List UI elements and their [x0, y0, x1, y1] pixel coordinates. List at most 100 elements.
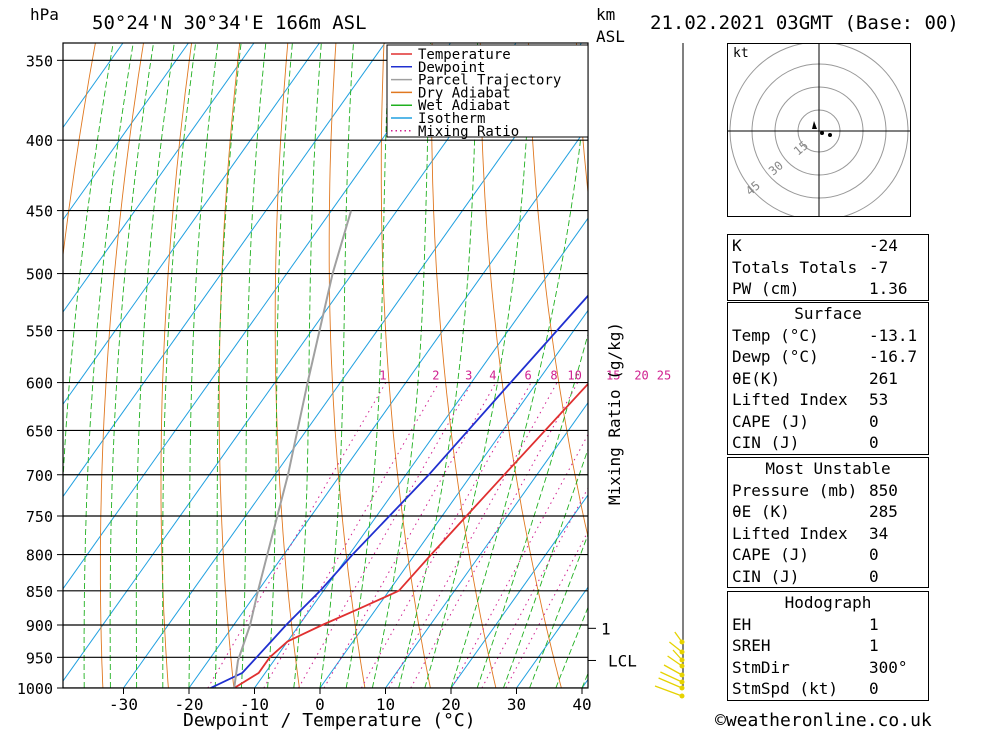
isotherm-line — [385, 401, 588, 688]
mixing-ratio-label: 4 — [489, 369, 496, 383]
series-dewpoint — [210, 294, 588, 688]
isotherm-line — [319, 309, 588, 688]
hodo-point — [828, 133, 832, 137]
surface-thetae: θE(K) 261 — [732, 368, 898, 388]
mixing-ratio-label: 8 — [550, 369, 557, 383]
indices-most-unstable: Most Unstable Pressure (mb) 850 θE (K) 285… — [727, 457, 929, 588]
hodo-sreh: SREH 1 — [732, 636, 879, 655]
mu-pressure: Pressure (mb) 850 — [732, 480, 898, 500]
pressure-tick-label: 400 — [26, 132, 53, 150]
mu-lifted: Lifted Index 34 — [732, 523, 889, 543]
indices-surface: Surface Temp (°C) -13.1 Dewp (°C) -16.7 θE… — [727, 302, 929, 455]
pressure-tick-label: 650 — [26, 422, 53, 440]
mixing-ratio-label: 6 — [524, 369, 531, 383]
wind-barb-dot — [679, 649, 685, 655]
pressure-tick-label: 600 — [26, 375, 53, 393]
hodo-point — [820, 131, 824, 135]
pressure-tick-label: 850 — [26, 583, 53, 601]
copyright: ©weatheronline.co.uk — [715, 710, 932, 731]
legend-box — [386, 44, 589, 138]
km-label: km — [596, 5, 616, 24]
index-pw: PW (cm) 1.36 — [732, 279, 908, 298]
pressure-tick-label: 950 — [26, 649, 53, 667]
temp-tick-label: 10 — [376, 695, 395, 714]
mixing-ratio-axis-title: Mixing Ratio (g/kg) — [605, 321, 624, 505]
mu-thetae: θE (K) 285 — [732, 502, 898, 521]
pressure-tick-label: 350 — [26, 52, 53, 70]
pressure-tick-label: 900 — [26, 617, 53, 635]
legend-label: Temperature — [418, 47, 511, 63]
index-totals: Totals Totals -7 — [732, 257, 889, 277]
isotherm-line — [188, 125, 588, 688]
wind-barb-dot — [679, 657, 685, 663]
profile-lines — [210, 210, 588, 688]
isotherm-line — [254, 217, 588, 688]
wind-barbs — [654, 631, 685, 699]
background-lines — [63, 43, 1000, 688]
wind-barb-dot — [679, 685, 685, 691]
mixing-ratio-label: 10 — [567, 369, 581, 383]
surface-lifted: Lifted Index 53 — [732, 390, 889, 409]
mixing-ratio-label: 3 — [465, 369, 472, 383]
mixing-ratio-line — [451, 433, 588, 688]
wind-barb — [663, 664, 683, 676]
indices-hodograph: Hodograph EH 1 SREH 1 StmDir 300° StmSpd (k… — [727, 591, 929, 701]
mixing-ratio-line — [505, 530, 588, 688]
wind-barb — [658, 677, 683, 689]
temp-tick-label: -20 — [175, 695, 204, 714]
hodo-stmdir: StmDir 300° — [732, 657, 908, 677]
dry-adiabat-line — [961, 43, 1000, 688]
x-axis-title: Dewpoint / Temperature (°C) — [183, 710, 476, 731]
pressure-tick-label: 800 — [26, 547, 53, 565]
surface-temp: Temp (°C) -13.1 — [732, 325, 918, 345]
hodograph: kt 15 30 45 — [727, 41, 911, 221]
wet-adiabat-line — [555, 606, 588, 688]
hodograph-unit: kt — [733, 46, 749, 61]
mu-title: Most Unstable — [765, 459, 891, 478]
legend-label: Wet Adiabat — [418, 98, 511, 114]
mixing-ratio-line — [410, 382, 579, 688]
pressure-tick-label: 550 — [26, 323, 53, 341]
mixing-ratio-label: 1 — [379, 369, 386, 383]
hodo-stmspd: StmSpd (kt) 0 — [732, 679, 879, 698]
mixing-ratio-line — [207, 382, 387, 688]
wind-barb — [668, 641, 683, 653]
pressure-tick-label: 500 — [26, 266, 53, 284]
legend-label: Dewpoint — [418, 60, 485, 76]
hpa-label: hPa — [30, 5, 59, 24]
asl-label: ASL — [596, 27, 625, 46]
hodo-storm-marker — [812, 121, 817, 129]
hodo-ring-label-15: 15 — [791, 138, 811, 158]
legend-label: Parcel Trajectory — [418, 73, 561, 89]
pressure-tick-label: 450 — [26, 203, 53, 221]
mixing-ratio-line — [263, 382, 440, 688]
wind-barb-dot — [679, 672, 685, 678]
temp-tick-label: -30 — [109, 695, 138, 714]
wind-barb — [654, 685, 683, 697]
index-k: K -24 — [732, 236, 898, 255]
pressure-tick-label: 750 — [26, 508, 53, 526]
isotherm-line — [63, 43, 386, 498]
temp-tick-label: -10 — [240, 695, 269, 714]
dry-adiabat-line — [576, 43, 588, 197]
wind-barb — [660, 671, 683, 683]
hodograph-plot: 15 30 45 — [728, 41, 910, 221]
plot-frame — [62, 42, 589, 689]
surface-dewp: Dewp (°C) -16.7 — [732, 347, 918, 366]
hodo-title: Hodograph — [784, 593, 872, 612]
isotherm-line — [63, 43, 255, 313]
isotherm-line — [63, 43, 517, 682]
wet-adiabat-line — [398, 43, 478, 688]
wet-adiabat-line — [450, 60, 588, 688]
wind-barb-dot — [679, 663, 685, 669]
legend-label: Isotherm — [418, 111, 485, 127]
pressure-tick-label: 1000 — [17, 680, 53, 698]
pressure-tick-label: 700 — [26, 467, 53, 485]
km-tick-label: 1 — [601, 619, 611, 638]
wind-barb-dot — [679, 639, 685, 645]
wet-adiabat-line — [529, 533, 588, 688]
mixing-ratio-label: 20 — [634, 369, 648, 383]
temp-tick-label: 0 — [315, 695, 325, 714]
